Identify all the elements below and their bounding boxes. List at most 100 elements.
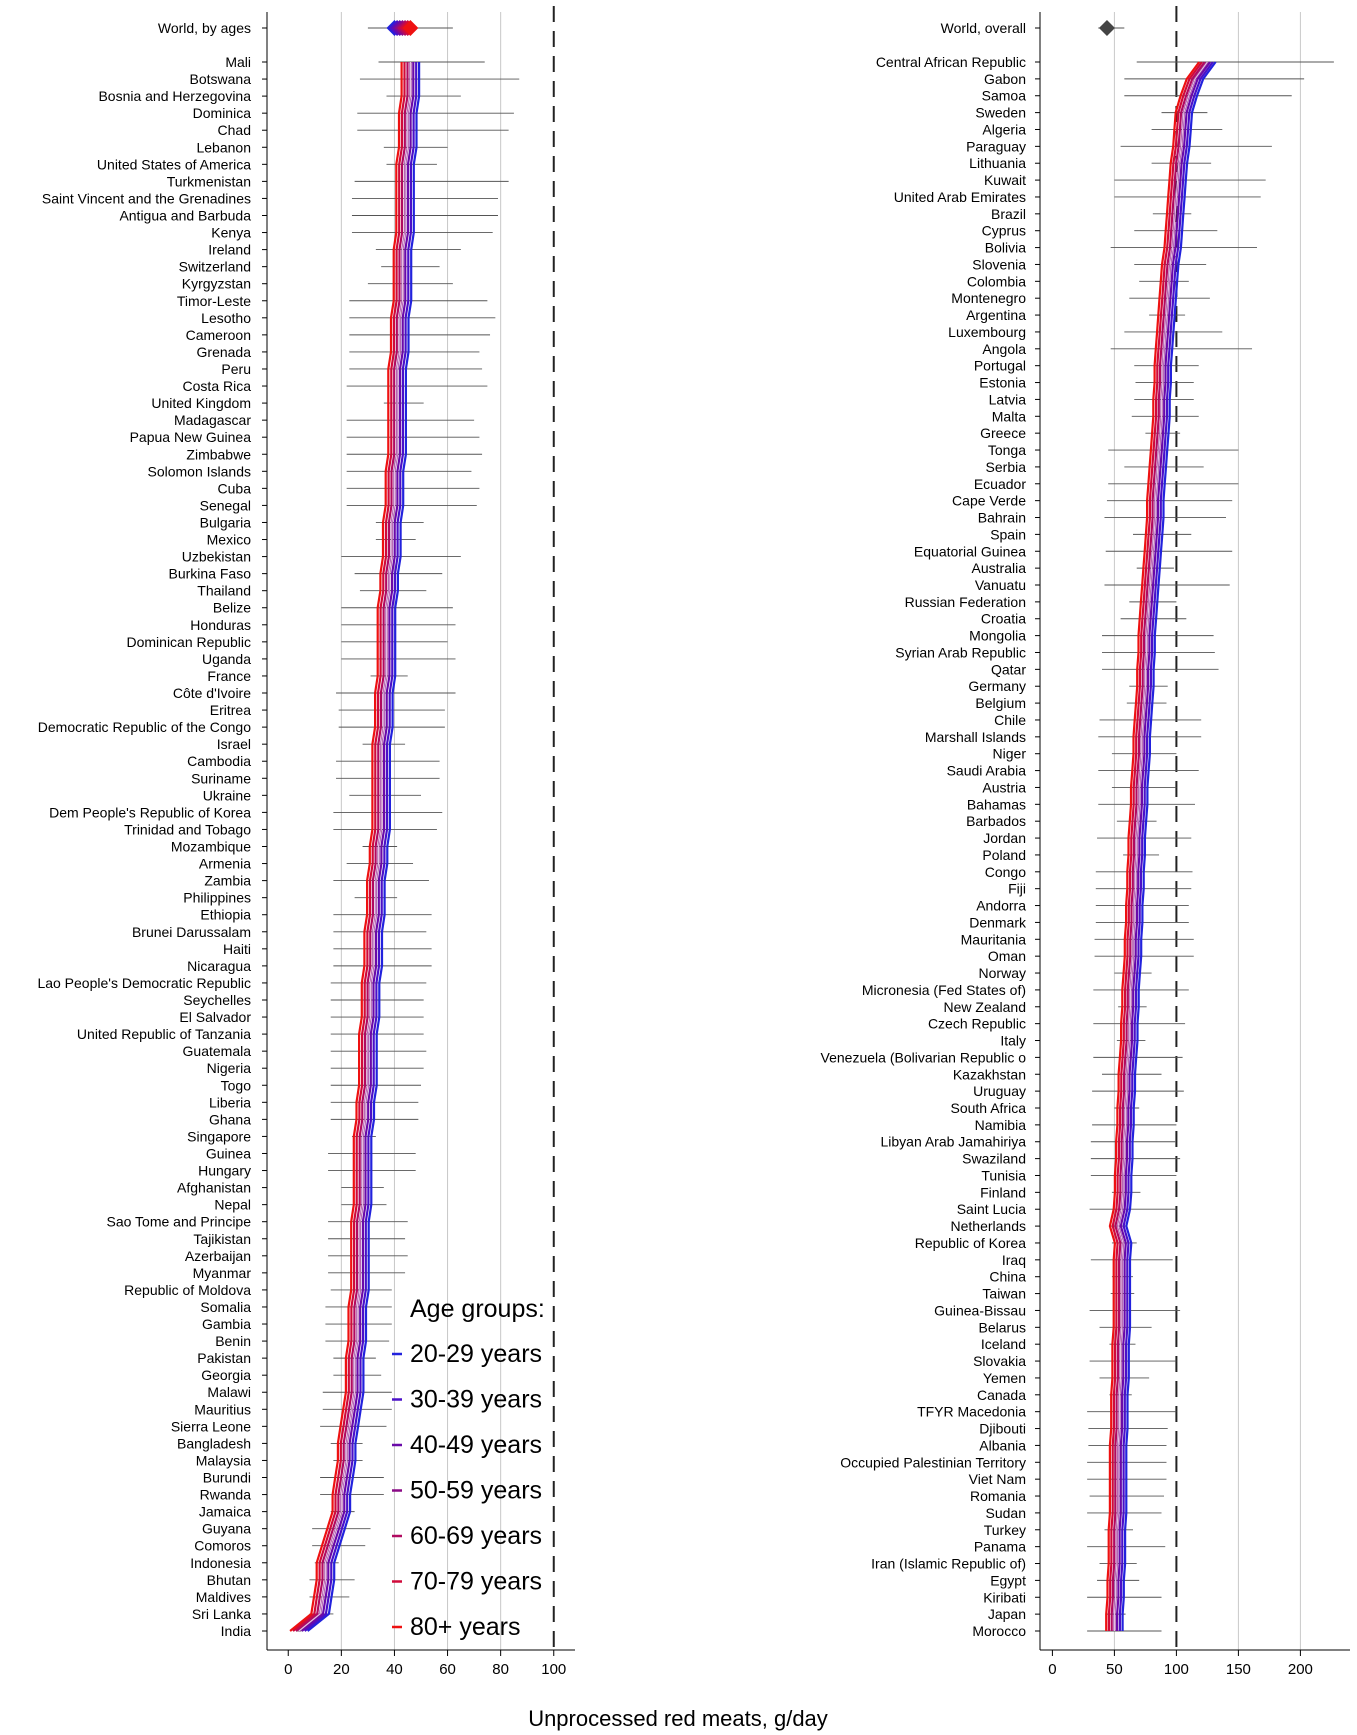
country-label: United Kingdom <box>151 395 251 411</box>
country-label: Brazil <box>991 206 1026 222</box>
country-label: Mali <box>225 54 251 70</box>
world-diamond <box>1099 20 1115 36</box>
country-label: Armenia <box>199 856 251 872</box>
country-label: Vanuatu <box>975 577 1026 593</box>
country-label: Lithuania <box>969 155 1026 171</box>
country-label: Denmark <box>969 914 1027 930</box>
country-label: Mozambique <box>171 839 251 855</box>
country-label: Côte d'Ivoire <box>173 685 251 701</box>
country-label: Saint Vincent and the Grenadines <box>42 190 251 206</box>
legend-entry: 80+ years <box>410 1613 521 1641</box>
country-label: Yemen <box>983 1370 1026 1386</box>
x-tick-label: 20 <box>333 1661 350 1678</box>
country-label: Sweden <box>975 105 1026 121</box>
country-label: Malta <box>992 408 1026 424</box>
country-label: Montenegro <box>951 290 1026 306</box>
country-label: Dominica <box>193 105 252 121</box>
country-label: Comoros <box>194 1538 251 1554</box>
x-tick-label: 150 <box>1226 1661 1251 1678</box>
country-label: Lesotho <box>201 310 251 326</box>
world-label: World, by ages <box>158 20 251 36</box>
country-label: Ireland <box>208 242 251 258</box>
country-label: Dominican Republic <box>126 634 251 650</box>
country-label: Kiribati <box>983 1589 1026 1605</box>
country-label: Bhutan <box>207 1572 251 1588</box>
country-label: Iceland <box>981 1336 1026 1352</box>
country-label: Portugal <box>974 358 1026 374</box>
country-label: Norway <box>979 965 1026 981</box>
country-label: Liberia <box>209 1094 251 1110</box>
x-tick-label: 100 <box>1164 1661 1189 1678</box>
country-label: Saint Lucia <box>957 1201 1026 1217</box>
country-label: Morocco <box>972 1623 1026 1639</box>
age-legend: Age groups:20-29 years30-39 years40-49 y… <box>392 1295 545 1641</box>
country-label: Colombia <box>967 273 1026 289</box>
country-label: Poland <box>982 847 1026 863</box>
country-label: Lao People's Democratic Republic <box>37 975 251 991</box>
country-label: Libyan Arab Jamahiriya <box>880 1134 1026 1150</box>
country-label: Jordan <box>983 830 1026 846</box>
country-label: Slovakia <box>973 1353 1026 1369</box>
country-label: Philippines <box>183 890 251 906</box>
country-label: Andorra <box>976 898 1026 914</box>
legend-entry: 30-39 years <box>410 1386 542 1414</box>
country-label: Barbados <box>966 813 1026 829</box>
country-label: Honduras <box>190 617 251 633</box>
country-label: Sri Lanka <box>192 1606 251 1622</box>
country-label: Congo <box>985 864 1026 880</box>
country-label: Bosnia and Herzegovina <box>98 88 251 104</box>
country-label: Bolivia <box>985 240 1026 256</box>
country-label: Algeria <box>982 121 1026 137</box>
country-label: Malawi <box>207 1384 251 1400</box>
country-label: Republic of Moldova <box>124 1282 251 1298</box>
legend-entry: 20-29 years <box>410 1340 542 1368</box>
country-label: Qatar <box>991 661 1026 677</box>
country-label: Swaziland <box>962 1151 1026 1167</box>
country-label: Brunei Darussalam <box>132 924 251 940</box>
x-tick-label: 0 <box>1048 1661 1056 1678</box>
country-label: Gambia <box>202 1316 251 1332</box>
country-label: Netherlands <box>951 1218 1027 1234</box>
country-label: Greece <box>980 425 1026 441</box>
country-label: Kazakhstan <box>953 1066 1026 1082</box>
country-label: Democratic Republic of the Congo <box>38 719 251 735</box>
country-label: El Salvador <box>179 1009 251 1025</box>
country-label: Kuwait <box>984 172 1026 188</box>
country-label: South Africa <box>951 1100 1027 1116</box>
country-label: Viet Nam <box>969 1471 1026 1487</box>
country-label: Gabon <box>984 71 1026 87</box>
country-label: Senegal <box>200 497 251 513</box>
country-label: Antigua and Barbuda <box>119 207 251 223</box>
country-label: Finland <box>980 1184 1026 1200</box>
country-label: Saudi Arabia <box>947 763 1027 779</box>
country-label: Bahrain <box>978 510 1026 526</box>
country-label: Uganda <box>202 651 251 667</box>
country-label: Malaysia <box>196 1452 251 1468</box>
x-tick-label: 40 <box>386 1661 403 1678</box>
country-label: Russian Federation <box>905 594 1026 610</box>
country-label: Papua New Guinea <box>130 429 252 445</box>
country-label: Italy <box>1000 1033 1026 1049</box>
country-label: Suriname <box>191 770 251 786</box>
country-label: Afghanistan <box>177 1180 251 1196</box>
country-label: Uzbekistan <box>182 549 251 565</box>
country-label: Hungary <box>198 1163 251 1179</box>
country-label: Myanmar <box>193 1265 252 1281</box>
country-label: Croatia <box>981 611 1026 627</box>
country-label: Guinea-Bissau <box>934 1302 1026 1318</box>
country-label: Germany <box>968 678 1026 694</box>
country-label: Cyprus <box>982 223 1026 239</box>
country-label: Mauritius <box>194 1401 251 1417</box>
country-label: Namibia <box>975 1117 1027 1133</box>
x-tick-label: 50 <box>1106 1661 1123 1678</box>
country-label: China <box>989 1269 1026 1285</box>
country-label: Uruguay <box>973 1083 1026 1099</box>
country-label: India <box>221 1623 252 1639</box>
country-label: Australia <box>972 560 1027 576</box>
country-label: TFYR Macedonia <box>917 1404 1026 1420</box>
country-label: Timor-Leste <box>177 293 251 309</box>
country-label: Mongolia <box>969 628 1026 644</box>
country-label: United Arab Emirates <box>894 189 1026 205</box>
country-label: Dem People's Republic of Korea <box>49 804 251 820</box>
